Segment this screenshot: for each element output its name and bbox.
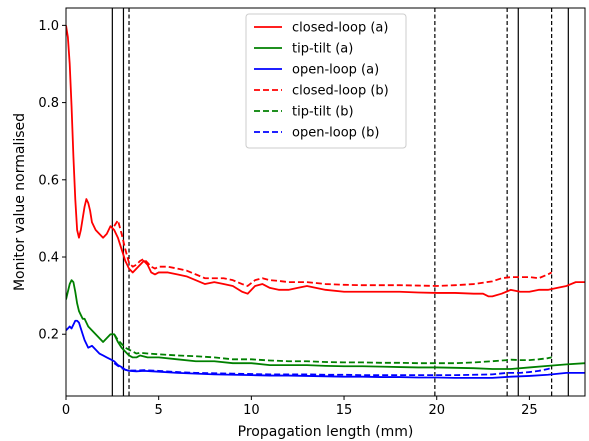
x-axis-ticks: 0 5 10 15 20 25 bbox=[62, 396, 538, 418]
x-tick-label: 5 bbox=[155, 403, 163, 418]
y-tick-label: 0.4 bbox=[38, 251, 59, 266]
x-tick-label: 0 bbox=[62, 403, 70, 418]
series-layer bbox=[66, 25, 585, 379]
y-tick-label: 0.8 bbox=[38, 96, 59, 111]
x-tick-label: 20 bbox=[428, 403, 445, 418]
legend-label: open-loop (a) bbox=[292, 63, 379, 78]
y-tick-label: 0.2 bbox=[38, 328, 59, 343]
legend-box bbox=[245, 13, 407, 149]
legend: closed-loop (a) tip-tilt (a) open-loop (a)… bbox=[245, 13, 407, 149]
y-tick-label: 1.0 bbox=[38, 19, 59, 34]
reference-lines bbox=[111, 8, 569, 396]
legend-label: closed-loop (b) bbox=[292, 84, 389, 99]
y-axis-label: Monitor value normalised bbox=[12, 113, 28, 291]
series-line-2 bbox=[66, 319, 585, 379]
series-line-0 bbox=[66, 25, 585, 298]
series-line-1 bbox=[66, 279, 585, 370]
legend-label: open-loop (b) bbox=[292, 126, 379, 141]
x-tick-label: 10 bbox=[243, 403, 260, 418]
legend-label: closed-loop (a) bbox=[292, 21, 388, 36]
series-line-3 bbox=[113, 219, 553, 287]
series-line-5 bbox=[113, 362, 552, 377]
series-line-4 bbox=[113, 333, 552, 365]
x-tick-label: 25 bbox=[521, 403, 538, 418]
axes-frame bbox=[65, 7, 586, 397]
y-tick-label: 0.6 bbox=[38, 173, 59, 188]
x-axis-label: Propagation length (mm) bbox=[238, 424, 414, 440]
legend-label: tip-tilt (a) bbox=[292, 42, 353, 57]
y-axis-ticks: 0.2 0.4 0.6 0.8 1.0 bbox=[38, 19, 66, 343]
legend-label: tip-tilt (b) bbox=[292, 105, 354, 120]
x-tick-label: 15 bbox=[336, 403, 353, 418]
